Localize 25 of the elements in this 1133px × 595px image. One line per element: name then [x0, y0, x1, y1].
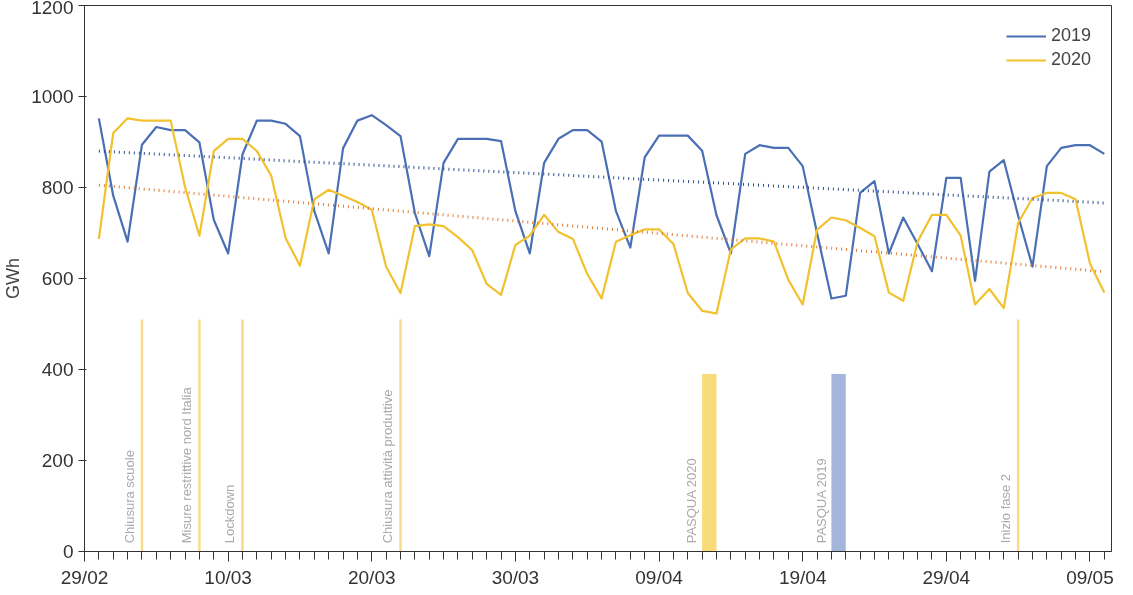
- x-tick-label: 30/03: [491, 566, 540, 588]
- y-tick-label: 200: [41, 450, 74, 471]
- ref-line-label: Misure restrittive nord Italia: [179, 386, 195, 544]
- y-tick-label: 1200: [31, 0, 74, 18]
- x-tick-label: 10/03: [204, 566, 252, 588]
- band-label: PASQUA 2019: [813, 458, 829, 544]
- x-tick-label: 29/02: [60, 566, 109, 588]
- y-tick-label: 800: [41, 177, 74, 198]
- y-axis-title: GWh: [3, 257, 24, 299]
- legend-label: 2019: [1050, 25, 1091, 46]
- y-tick-label: 600: [41, 268, 74, 289]
- ref-line-label: Chiusura attività produttive: [380, 389, 396, 544]
- ref-line-label: Chiusura scuole: [121, 450, 137, 544]
- y-tick-label: 0: [62, 541, 74, 562]
- x-tick-label: 29/04: [922, 566, 971, 588]
- ref-line-label: Lockdown: [222, 484, 238, 544]
- x-tick-label: 19/04: [778, 566, 827, 588]
- ref-line-label: Inizio fase 2: [998, 473, 1014, 544]
- x-tick-label: 09/04: [635, 566, 684, 588]
- x-tick-label: 09/05: [1066, 566, 1114, 588]
- y-tick-label: 1000: [31, 86, 74, 107]
- band-label: PASQUA 2020: [684, 458, 700, 544]
- legend-label: 2020: [1050, 49, 1091, 70]
- x-tick-label: 20/03: [348, 566, 396, 588]
- y-tick-label: 400: [41, 359, 74, 380]
